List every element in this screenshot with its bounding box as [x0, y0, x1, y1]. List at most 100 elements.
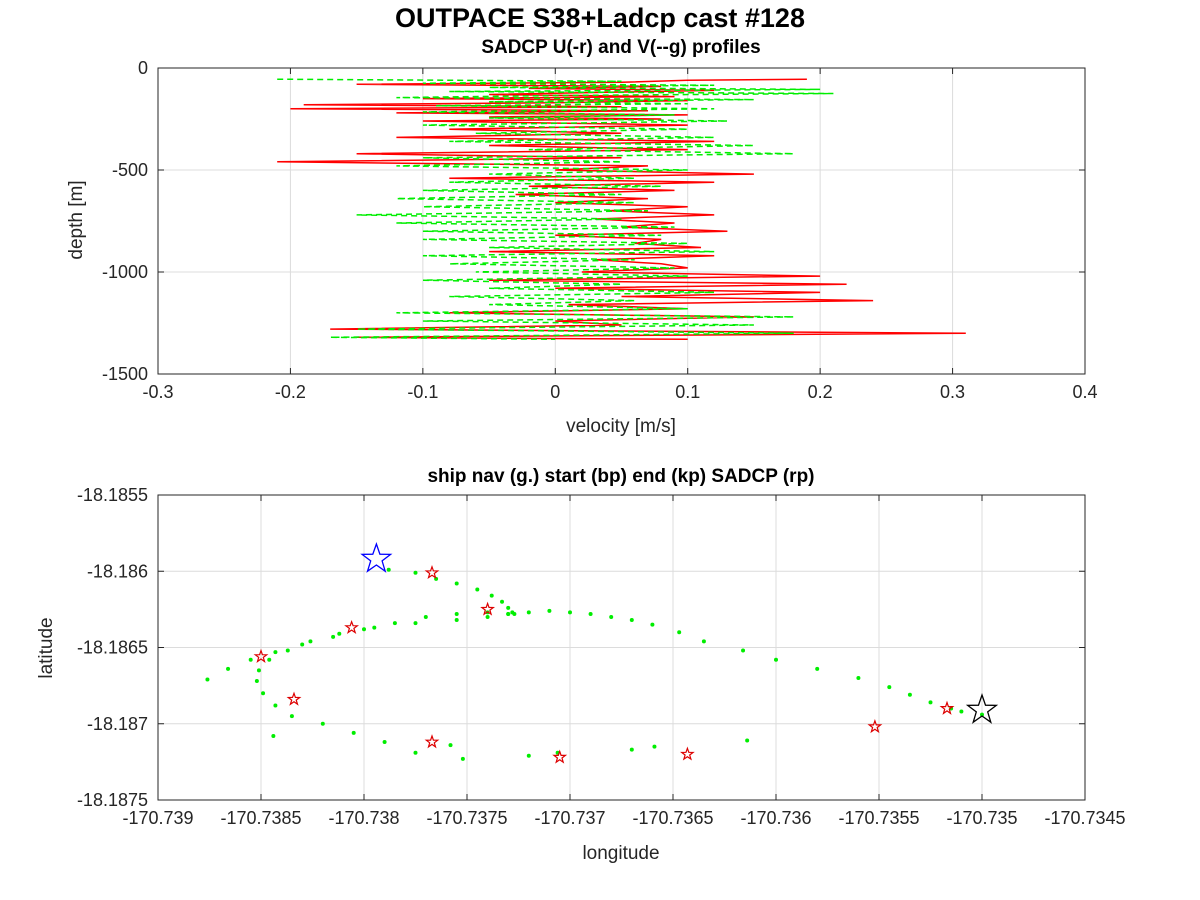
sadcp-point-marker — [424, 734, 440, 749]
figure-title: OUTPACE S38+Ladcp cast #128 — [395, 3, 805, 33]
ship-nav-point — [362, 627, 366, 632]
profile-x-axis-label: velocity [m/s] — [566, 416, 676, 437]
ship-nav-point — [454, 581, 459, 586]
ship-nav-point — [256, 668, 261, 673]
profile-chart-title: SADCP U(-r) and V(--g) profiles — [481, 37, 760, 58]
nav-y-axis-label: latitude — [36, 617, 57, 678]
ship-nav-point — [226, 666, 231, 671]
ship-nav-point — [609, 615, 614, 619]
profile-y-tick-label: -1000 — [102, 262, 148, 282]
sadcp-point-marker — [424, 564, 440, 580]
ship-nav-point — [413, 570, 418, 575]
v-velocity-series-line — [277, 78, 834, 341]
sadcp-point-marker — [552, 749, 568, 764]
ship-nav-point — [526, 610, 531, 615]
nav-x-tick-label: -170.738 — [328, 808, 399, 828]
ship-nav-point — [331, 634, 336, 639]
nav-x-tick-label: -170.7375 — [426, 808, 507, 828]
ship-nav-point — [254, 679, 259, 684]
ship-nav-point — [273, 650, 278, 655]
ship-nav-point — [568, 610, 572, 615]
ship-nav-point — [928, 700, 933, 705]
ship-nav-point — [652, 744, 657, 749]
sadcp-point-marker — [286, 691, 302, 706]
sadcp-point-marker — [480, 601, 496, 616]
ship-nav-point — [273, 703, 278, 708]
nav-x-tick-label: -170.7385 — [220, 808, 301, 828]
ship-nav-point — [907, 692, 912, 697]
ship-nav-point — [650, 622, 655, 627]
sadcp-point-marker — [253, 648, 269, 663]
ship-nav-point — [248, 657, 253, 662]
nav-x-tick-label: -170.739 — [122, 808, 193, 828]
profile-x-tick-label: 0.3 — [940, 382, 965, 402]
sadcp-point-marker — [939, 700, 955, 715]
sadcp-point-marker — [679, 746, 695, 761]
profile-x-tick-label: -0.2 — [275, 382, 306, 402]
ship-nav-point — [959, 709, 964, 714]
nav-y-tick-label: -18.1855 — [77, 485, 148, 505]
ship-nav-point — [701, 639, 706, 644]
ship-nav-point — [774, 657, 778, 662]
ship-nav-point — [547, 608, 552, 613]
ship-nav-point — [454, 618, 459, 623]
nav-x-tick-label: -170.737 — [534, 808, 605, 828]
ship-nav-point — [856, 676, 861, 680]
nav-chart-title: ship nav (g.) start (bp) end (kp) SADCP … — [427, 466, 814, 487]
nav-x-tick-label: -170.735 — [946, 808, 1017, 828]
ship-nav-point — [500, 599, 505, 604]
ship-nav-point — [745, 738, 750, 743]
ship-nav-point — [980, 712, 984, 717]
sadcp-point-marker — [344, 619, 360, 634]
ship-nav-point — [382, 740, 387, 745]
ship-nav-point — [506, 611, 511, 616]
ship-nav-point — [300, 642, 305, 647]
ship-nav-point — [454, 611, 459, 616]
profile-y-tick-label: 0 — [138, 58, 148, 78]
ship-nav-point — [386, 567, 391, 572]
nav-x-tick-label: -170.7365 — [632, 808, 713, 828]
nav-y-tick-label: -18.1875 — [77, 790, 148, 810]
ship-nav-point — [815, 666, 820, 671]
ship-nav-point — [423, 615, 428, 619]
nav-x-tick-label: -170.7345 — [1044, 808, 1125, 828]
nav-y-tick-label: -18.186 — [87, 561, 148, 581]
nav-x-axis-label: longitude — [582, 843, 659, 864]
profile-x-tick-label: -0.3 — [142, 382, 173, 402]
ship-nav-point — [485, 615, 490, 619]
profile-y-tick-label: -1500 — [102, 364, 148, 384]
ship-nav-point — [413, 621, 418, 626]
ship-nav-point — [267, 657, 272, 662]
ship-nav-point — [741, 648, 746, 653]
ship-nav-point — [351, 730, 356, 735]
profile-x-tick-label: -0.1 — [407, 382, 438, 402]
end-position-marker — [965, 692, 999, 724]
ship-nav-point — [372, 625, 377, 630]
ship-nav-point — [506, 605, 511, 610]
sadcp-point-marker — [867, 718, 883, 734]
ship-nav-point — [460, 756, 465, 761]
u-velocity-series-line — [277, 78, 966, 341]
ship-nav-point — [261, 691, 266, 696]
ship-nav-point — [337, 631, 342, 636]
nav-x-tick-label: -170.7355 — [838, 808, 919, 828]
ship-nav-point — [205, 677, 210, 682]
ship-nav-point — [629, 747, 634, 752]
ship-nav-point — [489, 593, 494, 598]
nav-y-tick-label: -18.1865 — [77, 638, 148, 658]
ship-nav-point — [526, 753, 531, 758]
profile-x-tick-label: 0.4 — [1072, 382, 1097, 402]
profile-x-tick-label: 0.2 — [808, 382, 833, 402]
ship-nav-point — [677, 630, 682, 635]
ship-nav-point — [285, 648, 290, 653]
nav-y-tick-label: -18.187 — [87, 714, 148, 734]
ship-nav-point — [448, 743, 453, 748]
ship-nav-point — [588, 611, 593, 616]
ship-nav-point — [392, 621, 397, 626]
nav-x-tick-label: -170.736 — [740, 808, 811, 828]
ship-nav-point — [629, 618, 634, 623]
ship-nav-point — [413, 750, 418, 755]
ship-nav-point — [512, 611, 517, 616]
ship-nav-point — [308, 639, 313, 644]
